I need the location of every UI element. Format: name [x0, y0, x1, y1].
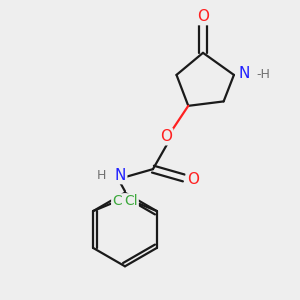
Text: -H: -H [256, 68, 270, 81]
Text: Cl: Cl [124, 194, 138, 208]
Text: Cl: Cl [112, 194, 126, 208]
Text: O: O [197, 9, 209, 24]
Text: O: O [187, 172, 199, 187]
Text: H: H [97, 169, 106, 182]
Text: N: N [115, 168, 126, 183]
Text: N: N [238, 66, 250, 81]
Text: O: O [160, 129, 172, 144]
